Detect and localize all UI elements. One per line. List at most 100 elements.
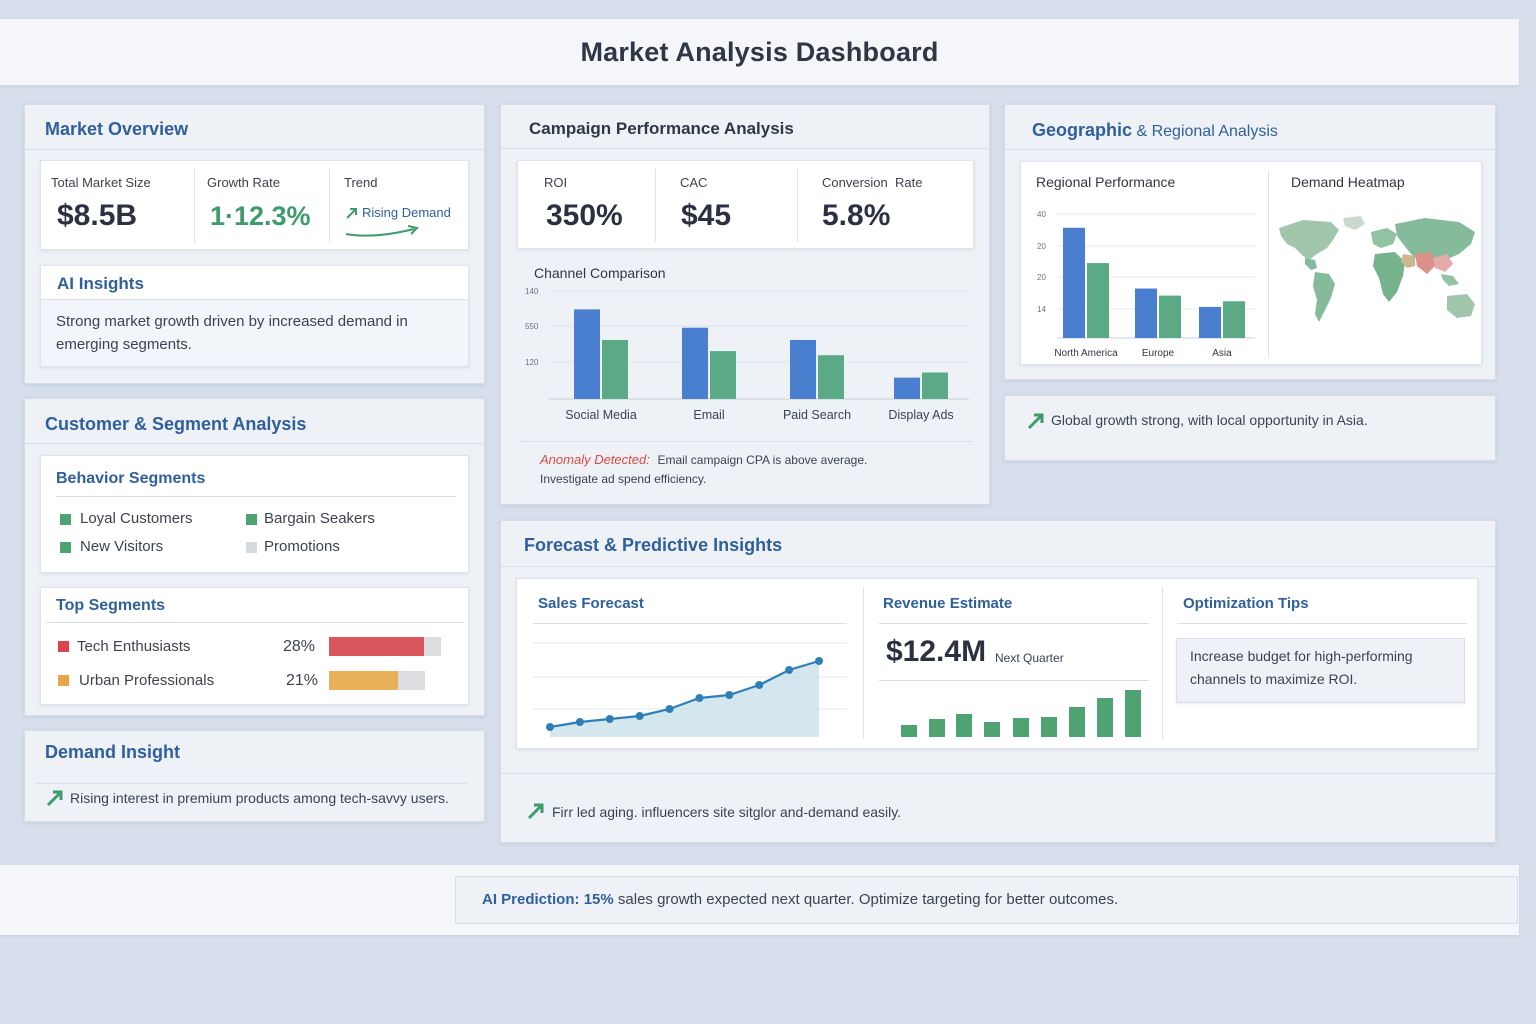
optimization-tips-box — [1176, 638, 1465, 703]
segment-percent-urban-professionals: 21% — [286, 672, 319, 689]
revenue-bar — [984, 722, 1000, 737]
data-point — [665, 705, 674, 713]
revenue-bar — [1125, 690, 1141, 737]
campaign-panel: Campaign Performance Analysis ROI 350% C… — [500, 104, 990, 505]
revenue-bar — [1097, 698, 1113, 737]
prediction-line: AI Prediction: 15% sales growth expected… — [482, 891, 1118, 908]
data-point — [575, 718, 584, 726]
segment-bar-track — [329, 671, 425, 690]
divider — [501, 773, 1495, 774]
divider — [797, 169, 798, 242]
demand-insight-panel: Demand Insight Rising interest in premiu… — [24, 730, 485, 822]
y-tick-label: 120 — [525, 358, 539, 367]
geo-title-rest: & Regional Analysis — [1136, 123, 1278, 140]
divider — [863, 587, 864, 739]
geo-insight-panel: Global growth strong, with local opportu… — [1004, 395, 1496, 461]
legend-swatch — [246, 542, 257, 553]
divider — [194, 169, 195, 243]
divider — [533, 623, 847, 624]
prediction-label: AI Prediction: — [482, 891, 580, 908]
trend-up-arrow-icon — [46, 790, 63, 807]
segment-swatch — [58, 675, 69, 686]
x-tick-label: Paid Search — [783, 408, 851, 422]
customer-segment-panel: Customer & Segment Analysis Behavior Seg… — [24, 398, 485, 716]
prediction-value: 15% — [583, 891, 614, 908]
trend-up-arrow-icon — [1027, 413, 1044, 430]
divider — [879, 680, 1149, 681]
x-tick-label: Display Ads — [888, 408, 953, 422]
bar-series-2 — [922, 372, 948, 399]
revenue-estimate-chart — [901, 690, 1141, 737]
divider — [501, 566, 1495, 567]
divider — [521, 441, 973, 442]
bar-series-2 — [1223, 301, 1245, 338]
divider — [25, 443, 484, 444]
trend-up-arrow-icon — [527, 803, 544, 820]
area-fill — [550, 661, 819, 737]
bar-series-1 — [1063, 227, 1085, 338]
optimization-tips-title: Optimization Tips — [1183, 595, 1309, 612]
forecast-title: Forecast & Predictive Insights — [524, 535, 783, 555]
segment-bar-fill — [329, 637, 425, 656]
bar-series-1 — [682, 327, 708, 399]
x-tick-label: Europe — [1142, 348, 1175, 359]
kpi-card: Total Market Size $8.5B Growth Rate 1·12… — [40, 160, 469, 250]
revenue-estimate-value: $12.4M — [886, 635, 987, 668]
channel-chart-title: Channel Comparison — [534, 265, 666, 281]
campaign-title: Campaign Performance Analysis — [529, 119, 794, 138]
bar-series-2 — [1159, 295, 1181, 338]
divider — [879, 623, 1149, 624]
world-heatmap-map — [1279, 216, 1475, 322]
divider — [1005, 149, 1495, 150]
y-tick-label: 20 — [1037, 242, 1046, 251]
kpi-label-market-size: Total Market Size — [51, 175, 151, 190]
kpi-value-cac: $45 — [681, 199, 732, 232]
revenue-bar — [929, 719, 945, 737]
bar-series-2 — [818, 355, 844, 399]
ai-insights-card: AI Insights Strong market growth driven … — [40, 265, 469, 367]
revenue-estimate-title: Revenue Estimate — [883, 595, 1013, 612]
y-tick-label: 20 — [1037, 273, 1046, 282]
forecast-footer-text: Firr led aging. influencers site sitglor… — [552, 804, 902, 820]
forecast-card: Sales Forecast Revenue Estimate $12.4M N… — [516, 578, 1478, 749]
segment-swatch — [58, 641, 69, 652]
geo-panel: Geographic & Regional Analysis Regional … — [1004, 104, 1496, 380]
top-segments-title: Top Segments — [56, 597, 166, 614]
y-tick-label: 140 — [525, 287, 539, 296]
customer-segment-title: Customer & Segment Analysis — [45, 414, 307, 434]
divider — [1162, 587, 1163, 739]
legend-swatch — [60, 542, 71, 553]
geo-insight-text: Global growth strong, with local opportu… — [1051, 412, 1368, 428]
segment-label-tech-enthusiasts: Tech Enthusiasts — [77, 638, 191, 655]
kpi-value-roi: 350% — [546, 199, 623, 232]
segment-percent-tech-enthusiasts: 28% — [283, 638, 316, 655]
kpi-value-trend: Rising Demand — [362, 205, 451, 220]
header-bar: Market Analysis Dashboard — [0, 19, 1519, 86]
divider — [25, 149, 484, 150]
demand-heatmap-title: Demand Heatmap — [1291, 174, 1405, 190]
demand-insight-title: Demand Insight — [45, 742, 181, 762]
geo-title-bold: Geographic — [1032, 120, 1133, 140]
data-point — [635, 712, 644, 720]
top-segments-card: Top Segments Tech Enthusiasts 28% Urban … — [40, 587, 469, 705]
campaign-kpi-card: ROI 350% CAC $45 Conversion Rate 5.8% — [517, 160, 974, 249]
bar-series-1 — [574, 309, 600, 399]
demand-insight-text: Rising interest in premium products amon… — [70, 790, 449, 806]
data-point — [546, 723, 554, 731]
prediction-card — [455, 876, 1518, 924]
bar-series-2 — [1087, 263, 1109, 338]
kpi-label-growth-rate: Growth Rate — [207, 175, 280, 190]
legend-label-bargain-seekers: Bargain Seakers — [264, 510, 375, 527]
divider — [655, 169, 656, 242]
kpi-label-trend: Trend — [344, 175, 378, 190]
ai-insights-header — [41, 266, 468, 300]
divider — [56, 496, 456, 497]
kpi-value-market-size: $8.5B — [57, 199, 138, 232]
legend-label-loyal-customers: Loyal Customers — [80, 510, 193, 527]
revenue-bar — [956, 714, 972, 737]
bar-series-1 — [790, 339, 816, 399]
kpi-label-conversion-rate: Conversion Rate — [822, 175, 923, 190]
bar-series-2 — [710, 351, 736, 399]
kpi-value-conversion-rate: 5.8% — [822, 199, 891, 232]
sales-forecast-chart — [533, 642, 847, 737]
